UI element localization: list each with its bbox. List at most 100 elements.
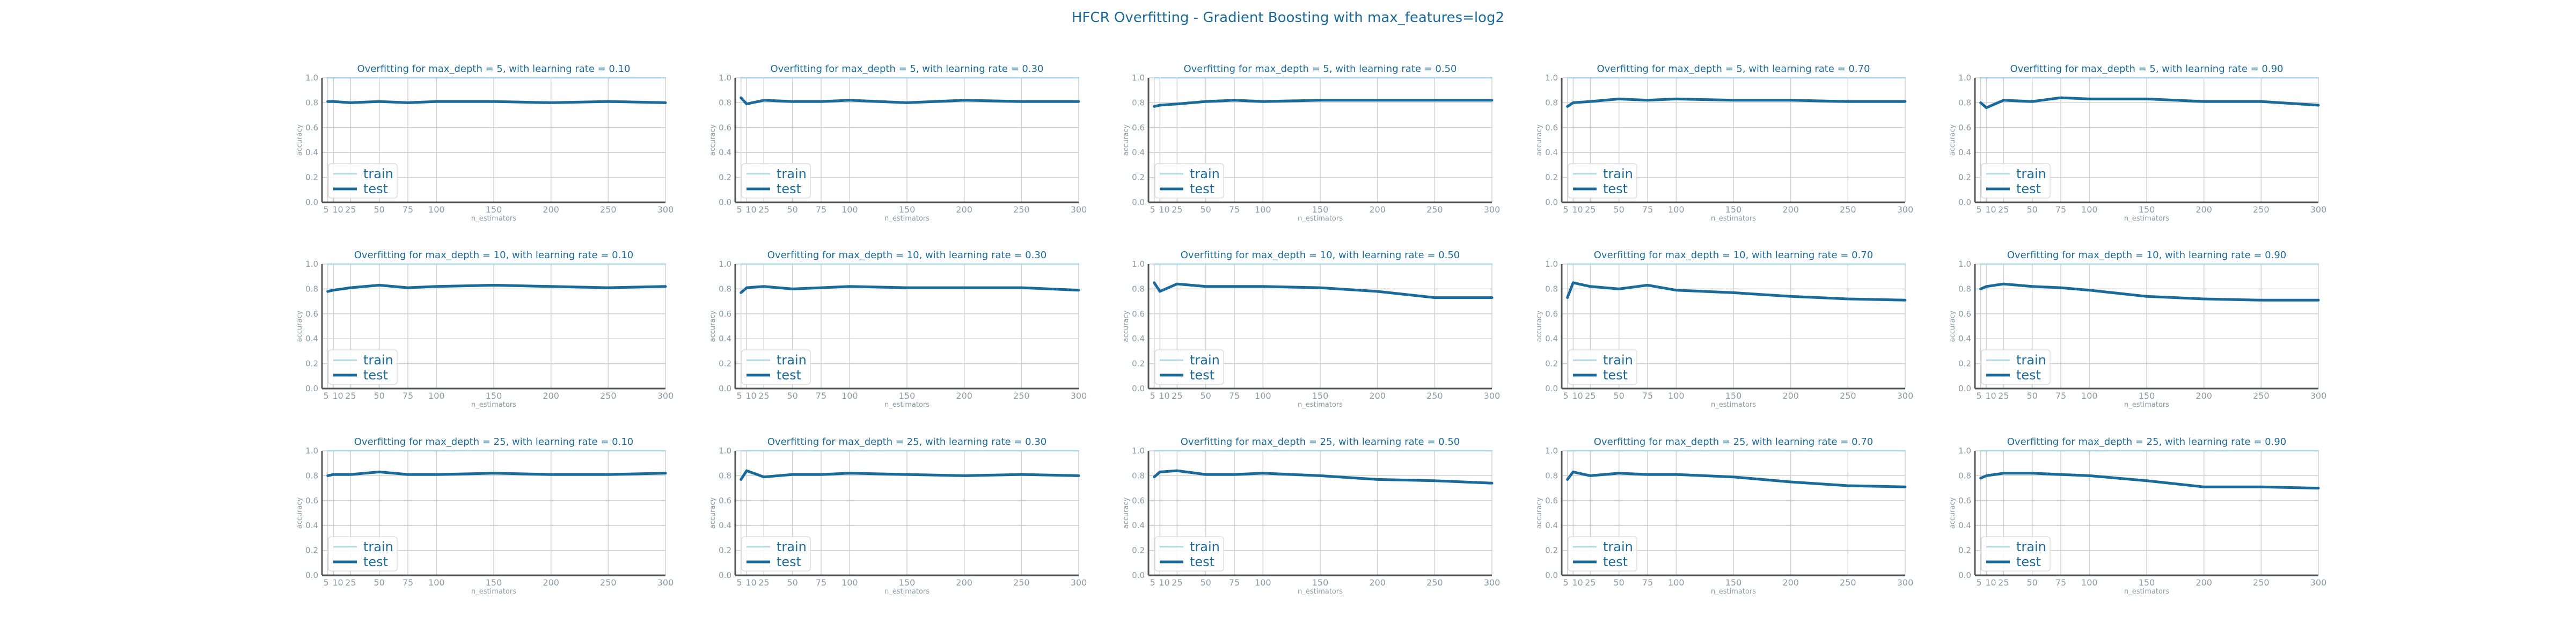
test-data-point — [1377, 479, 1378, 480]
y-tick-label: 0.2 — [1958, 359, 1971, 369]
x-tick-label: 10 — [1985, 391, 1996, 401]
train-data-point — [327, 450, 328, 451]
y-tick-label: 0.4 — [1132, 521, 1145, 530]
test-data-point — [1847, 298, 1849, 299]
subplot-7: 0.0 0.2 0.4 0.6 0.8 1.0 5 10 25 50 75 100 150 200 250 3… — [709, 250, 1087, 409]
train-data-point — [493, 264, 494, 265]
x-tick-label: 50 — [1200, 391, 1211, 401]
train-data-point — [1153, 450, 1155, 451]
train-data-point — [792, 264, 793, 265]
train-data-point — [1320, 450, 1321, 451]
x-tick-label: 5 — [1563, 204, 1568, 215]
y-axis-label: accuracy — [1122, 124, 1130, 156]
test-data-point — [1790, 296, 1791, 297]
test-data-point — [2060, 97, 2061, 98]
y-tick-label: 0.8 — [719, 98, 731, 107]
legend-label-train: train — [363, 166, 393, 181]
test-series-line — [1153, 469, 1494, 485]
test-data-point — [407, 287, 408, 288]
train-data-point — [1159, 264, 1161, 265]
y-tick-label: 1.0 — [305, 73, 318, 83]
x-axis-label: n_estimators — [1298, 401, 1343, 409]
train-data-point — [1320, 264, 1321, 265]
test-data-point — [849, 286, 851, 287]
x-tick-label: 50 — [1200, 204, 1211, 215]
test-data-point — [327, 101, 328, 102]
train-data-point — [407, 77, 408, 78]
train-data-point — [1647, 264, 1648, 265]
x-tick-label: 100 — [841, 391, 858, 401]
test-data-point — [1320, 287, 1321, 288]
train-data-point — [1205, 264, 1206, 265]
train-data-point — [1377, 77, 1378, 78]
train-data-point — [1567, 77, 1568, 78]
train-data-point — [2260, 77, 2262, 78]
x-tick-label: 100 — [1668, 391, 1685, 401]
y-tick-label: 0.4 — [1958, 521, 1971, 530]
test-data-point — [1434, 297, 1436, 298]
x-tick-label: 300 — [657, 204, 674, 215]
test-data-point — [1590, 286, 1591, 287]
test-data-point — [2089, 289, 2090, 291]
x-tick-label: 10 — [1572, 577, 1583, 588]
y-tick-label: 1.0 — [1132, 73, 1145, 83]
x-axis-label: n_estimators — [1711, 401, 1756, 409]
x-tick-label: 100 — [841, 204, 858, 215]
x-tick-label: 5 — [1150, 204, 1155, 215]
test-data-point — [963, 287, 965, 288]
y-tick-label: 1.0 — [719, 73, 731, 83]
train-data-point — [350, 77, 352, 78]
test-data-point — [665, 472, 666, 474]
x-tick-label: 75 — [1229, 391, 1240, 401]
train-data-point — [1590, 77, 1591, 78]
train-data-point — [1434, 77, 1436, 78]
train-data-point — [1980, 264, 1981, 265]
test-data-point — [2260, 299, 2262, 301]
x-tick-label: 50 — [1200, 577, 1211, 588]
y-axis-label: accuracy — [296, 497, 304, 529]
train-data-point — [436, 264, 437, 265]
test-data-point — [2031, 286, 2033, 287]
train-data-point — [2318, 77, 2319, 78]
test-series-line — [740, 96, 1080, 106]
x-tick-label: 200 — [956, 391, 972, 401]
test-data-point — [2146, 296, 2147, 297]
figure-title: HFCR Overfitting - Gradient Boosting wit… — [1072, 10, 1504, 26]
y-tick-label: 0.6 — [1958, 496, 1971, 506]
x-tick-label: 50 — [2026, 204, 2037, 215]
y-tick-label: 1.0 — [719, 446, 731, 456]
x-tick-label: 75 — [1229, 204, 1240, 215]
x-tick-label: 75 — [402, 204, 413, 215]
y-tick-label: 0.6 — [1132, 123, 1145, 133]
test-data-point — [1647, 474, 1648, 475]
x-tick-label: 5 — [736, 577, 742, 588]
x-tick-label: 25 — [1172, 577, 1182, 588]
test-data-point — [963, 99, 965, 101]
test-data-point — [550, 286, 552, 287]
train-data-point — [550, 77, 552, 78]
train-data-point — [821, 450, 822, 451]
y-axis-label: accuracy — [1535, 497, 1543, 529]
x-tick-label: 150 — [1312, 391, 1329, 401]
x-tick-label: 25 — [1998, 204, 2009, 215]
test-data-point — [2203, 101, 2205, 102]
test-series-line — [1566, 97, 1907, 108]
x-tick-label: 75 — [1642, 391, 1653, 401]
subplot-4: 0.0 0.2 0.4 0.6 0.8 1.0 5 10 25 50 75 100 150 200 250 3… — [1535, 63, 1913, 223]
legend-label-train: train — [363, 353, 393, 368]
x-tick-label: 300 — [1071, 204, 1087, 215]
test-data-point — [550, 102, 552, 104]
y-tick-label: 1.0 — [1132, 259, 1145, 269]
x-tick-label: 75 — [816, 204, 826, 215]
x-tick-label: 150 — [486, 204, 502, 215]
subplot-title: Overfitting for max_depth = 10, with lea… — [354, 250, 634, 261]
x-axis-label: n_estimators — [884, 401, 930, 409]
test-data-point — [1078, 289, 1079, 291]
test-data-point — [1176, 103, 1178, 105]
train-data-point — [1159, 450, 1161, 451]
x-tick-label: 250 — [1840, 391, 1856, 401]
y-tick-label: 0.2 — [1958, 173, 1971, 182]
test-data-point — [378, 101, 380, 102]
subplot-8: 0.0 0.2 0.4 0.6 0.8 1.0 5 10 25 50 75 100 150 200 250 3… — [1122, 250, 1500, 409]
subplot-title: Overfitting for max_depth = 10, with lea… — [767, 250, 1047, 261]
